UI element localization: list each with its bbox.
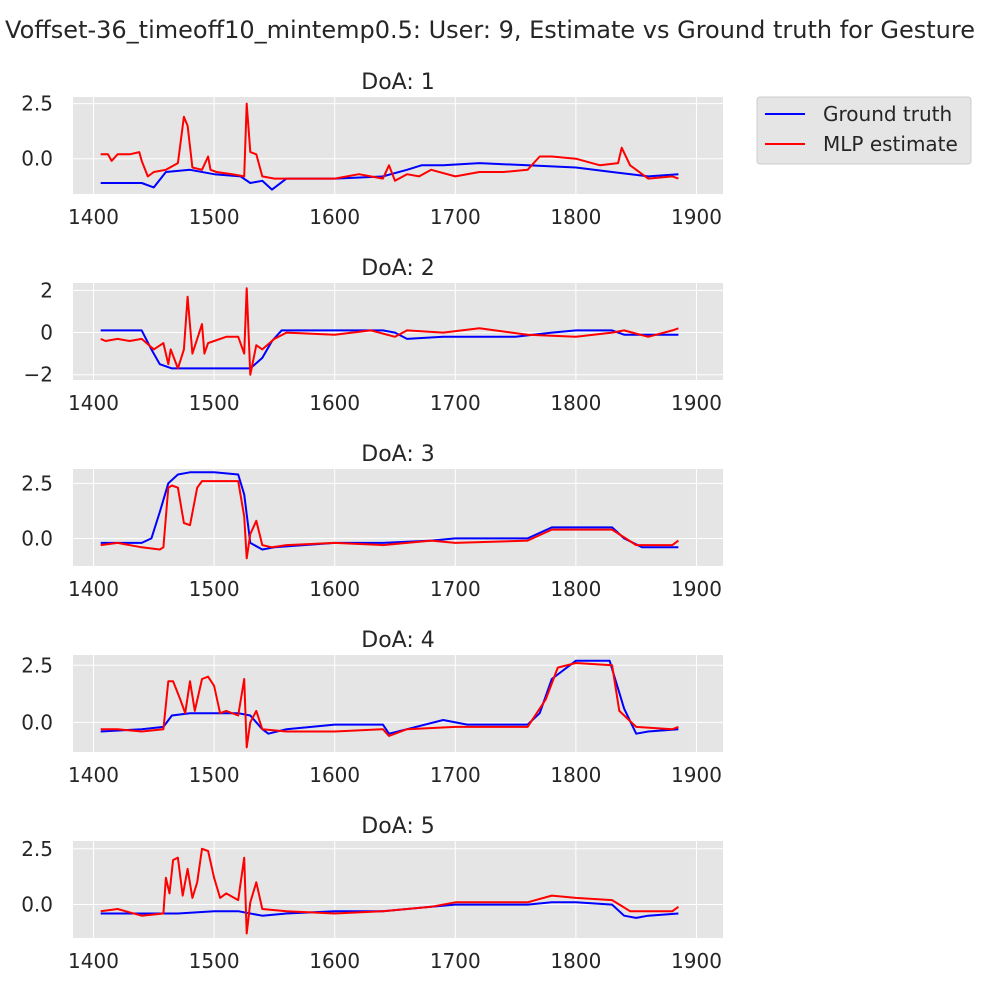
y-tick-label: 2.5 [21, 653, 53, 677]
y-tick-label: 0 [40, 321, 53, 345]
series-line-mlp-estimate [100, 480, 680, 560]
x-tick-label: 1700 [430, 391, 481, 415]
x-tick-label: 1900 [671, 391, 722, 415]
x-tick-label: 1500 [189, 763, 240, 787]
subplot-title: DoA: 4 [361, 628, 434, 653]
x-tick-label: 1900 [671, 205, 722, 229]
x-tick-label: 1400 [68, 391, 119, 415]
subplot-doa-3: 1400 1500 1600 1700 1800 1900 0.0 2.5 DoA: 3 [21, 442, 723, 601]
x-tick-label: 1900 [671, 763, 722, 787]
x-tick-label: 1900 [671, 577, 722, 601]
y-tick-label: 0.0 [21, 526, 53, 550]
x-tick-label: 1500 [189, 205, 240, 229]
figure-title: Voffset-36_timeoff10_mintemp0.5: User: 9… [5, 16, 975, 44]
x-tick-label: 1600 [309, 205, 360, 229]
series-line-mlp-estimate [100, 102, 679, 182]
y-tick-label: 0.0 [21, 710, 53, 734]
series-line-ground-truth [100, 659, 679, 735]
x-tick-label: 1800 [550, 205, 601, 229]
subplot-doa-4: 1400 1500 1600 1700 1800 1900 0.0 2.5 DoA: 4 [21, 628, 723, 787]
x-tick-label: 1400 [68, 949, 119, 973]
legend-label-ground-truth: Ground truth [823, 102, 952, 126]
subplot-doa-5: 1400 1500 1600 1700 1800 1900 0.0 2.5 DoA: 5 [21, 814, 723, 973]
legend-label-mlp-estimate: MLP estimate [823, 132, 958, 156]
x-tick-label: 1800 [550, 391, 601, 415]
y-tick-label: 2.5 [21, 837, 53, 861]
subplot-title: DoA: 1 [361, 70, 434, 95]
series-line-mlp-estimate [100, 662, 679, 749]
series-line-mlp-estimate [100, 847, 679, 935]
x-tick-label: 1600 [309, 577, 360, 601]
x-tick-label: 1800 [550, 949, 601, 973]
series-line-ground-truth [100, 329, 679, 370]
y-tick-label: 0.0 [21, 893, 53, 917]
plot-area [73, 97, 723, 194]
x-tick-label: 1700 [430, 205, 481, 229]
legend-box [756, 96, 972, 165]
x-tick-label: 1400 [68, 577, 119, 601]
plot-area [73, 469, 723, 566]
x-tick-label: 1900 [671, 949, 722, 973]
y-tick-label: 0.0 [21, 147, 53, 171]
x-tick-label: 1700 [430, 949, 481, 973]
subplot-title: DoA: 3 [361, 442, 434, 467]
plot-area [73, 655, 723, 752]
subplot-title: DoA: 5 [361, 814, 434, 839]
subplot-doa-1: 1400 1500 1600 1700 1800 1900 0.0 2.5 DoA: 1 [21, 70, 723, 229]
y-tick-label: −2 [24, 363, 53, 387]
y-tick-label: 2 [40, 278, 53, 302]
x-tick-label: 1600 [309, 949, 360, 973]
y-tick-label: 2.5 [21, 92, 53, 116]
x-tick-label: 1700 [430, 763, 481, 787]
x-tick-label: 1500 [189, 391, 240, 415]
x-tick-label: 1800 [550, 763, 601, 787]
subplot-title: DoA: 2 [361, 256, 434, 281]
x-tick-label: 1400 [68, 205, 119, 229]
x-tick-label: 1500 [189, 577, 240, 601]
series-line-mlp-estimate [100, 287, 679, 376]
x-tick-label: 1400 [68, 763, 119, 787]
subplot-doa-2: 1400 1500 1600 1700 1800 1900 −2 0 2 DoA: 2 [24, 256, 723, 415]
x-tick-label: 1600 [309, 763, 360, 787]
x-tick-label: 1500 [189, 949, 240, 973]
x-tick-label: 1800 [550, 577, 601, 601]
legend: Ground truth MLP estimate [756, 96, 972, 165]
x-tick-label: 1600 [309, 391, 360, 415]
y-tick-label: 2.5 [21, 471, 53, 495]
x-tick-label: 1700 [430, 577, 481, 601]
series-line-ground-truth [100, 471, 679, 551]
